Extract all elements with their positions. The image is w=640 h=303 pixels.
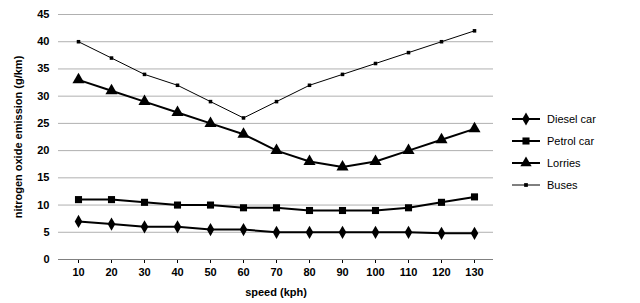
- svg-text:45: 45: [37, 8, 49, 20]
- svg-text:nitrogen oxide emission (g/km): nitrogen oxide emission (g/km): [12, 55, 24, 218]
- html-text:Buses: Buses: [547, 178, 578, 191]
- svg-text:30: 30: [138, 266, 150, 278]
- svg-text:20: 20: [105, 266, 117, 278]
- svg-text:100: 100: [366, 266, 384, 278]
- svg-text:80: 80: [303, 266, 315, 278]
- svg-text:0: 0: [43, 253, 49, 265]
- svg-text:15: 15: [37, 171, 49, 183]
- html-text:Petrol car: Petrol car: [547, 134, 595, 147]
- svg-text:110: 110: [400, 266, 418, 278]
- svg-text:30: 30: [37, 90, 49, 102]
- svg-text:10: 10: [37, 199, 49, 211]
- svg-text:25: 25: [37, 117, 49, 129]
- svg-text:speed (kph): speed (kph): [245, 286, 307, 298]
- html-text:Diesel car: Diesel car: [547, 112, 596, 125]
- svg-text:10: 10: [72, 266, 84, 278]
- svg-text:70: 70: [270, 266, 282, 278]
- svg-text:60: 60: [237, 266, 249, 278]
- svg-text:20: 20: [37, 144, 49, 156]
- html-text:Lorries: Lorries: [547, 156, 581, 169]
- svg-text:130: 130: [465, 266, 483, 278]
- svg-text:90: 90: [336, 266, 348, 278]
- svg-text:5: 5: [43, 226, 49, 238]
- svg-text:35: 35: [37, 62, 49, 74]
- svg-text:120: 120: [432, 266, 450, 278]
- svg-text:40: 40: [171, 266, 183, 278]
- svg-text:40: 40: [37, 35, 49, 47]
- svg-text:50: 50: [204, 266, 216, 278]
